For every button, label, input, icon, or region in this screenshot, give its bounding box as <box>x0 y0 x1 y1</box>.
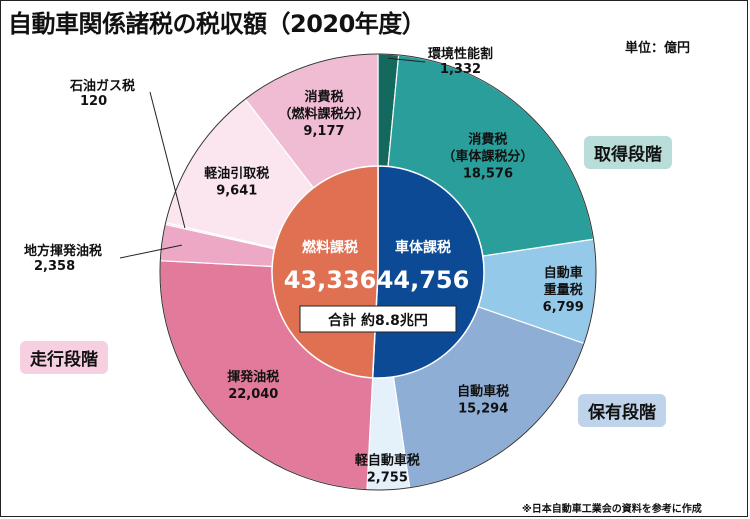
unit-label: 単位：億円 <box>625 41 691 56</box>
outer-label-9-line-0: 消費税 <box>304 89 343 105</box>
outer-label-1-line-2: 18,576 <box>463 167 513 182</box>
outer-label-2-line-0: 自動車 <box>544 265 583 281</box>
outer-label-1-line-1: （車体課税分） <box>442 149 533 165</box>
outer-label-8-line-1: 9,641 <box>216 183 257 198</box>
stage-ownership: 保有段階 <box>578 394 666 427</box>
outer-ring-outline <box>159 53 597 491</box>
outer-label-1-line-0: 消費税 <box>468 132 507 148</box>
total-box <box>299 305 457 333</box>
total-label: 合計 約8.8兆円 <box>328 312 428 329</box>
outer-label-2-line-2: 6,799 <box>543 300 584 315</box>
outer-label-9-line-1: （燃料課税分） <box>278 106 369 122</box>
label-sekiyu-gas-zei: 石油ガス税 120 <box>70 79 135 109</box>
stage-acquisition: 取得段階 <box>584 136 672 169</box>
leader-sekiyu <box>149 91 186 229</box>
chart-title: 自動車関係諸税の税収額（2020年度） <box>8 10 426 38</box>
label-kankyo-name: 環境性能割 <box>428 47 494 62</box>
label-sekiyu-value: 120 <box>80 94 108 109</box>
label-chiho-name: 地方揮発油税 <box>24 244 103 259</box>
outer-label-2-line-1: 重量税 <box>544 282 583 298</box>
label-kankyo-value: 1,332 <box>439 62 482 77</box>
label-sekiyu-name: 石油ガス税 <box>70 79 136 94</box>
outer-label-4-line-0: 軽自動車税 <box>355 452 420 468</box>
stage-driving: 走行段階 <box>20 341 108 374</box>
inner-label-shatai-name: 車体課税 <box>395 239 451 256</box>
inner-label-nenryo-value: 43,336 <box>284 266 377 294</box>
label-chiho-value: 2,358 <box>34 259 76 274</box>
outer-label-9-line-2: 9,177 <box>303 124 344 139</box>
outer-label-5-line-0: 揮発油税 <box>227 369 279 385</box>
outer-label-4-line-1: 2,755 <box>367 470 408 485</box>
label-kankyo-seinouwari: 環境性能割 1,332 <box>428 47 493 77</box>
outer-label-5-line-1: 22,040 <box>228 387 278 402</box>
inner-label-shatai-value: 44,756 <box>377 266 470 294</box>
outer-label-3-line-0: 自動車税 <box>457 384 509 400</box>
leader-chiho <box>119 244 182 259</box>
source-note: ※日本自動車工業会の資料を参考に作成 <box>522 504 702 515</box>
inner-label-nenryo-name: 燃料課税 <box>302 239 358 256</box>
leader-kankyo <box>388 57 426 63</box>
outer-label-3-line-1: 15,294 <box>458 402 508 417</box>
label-chiho-kihatsuyu-zei: 地方揮発油税 2,358 <box>24 244 102 274</box>
outer-label-8-line-0: 軽油引取税 <box>204 165 269 181</box>
